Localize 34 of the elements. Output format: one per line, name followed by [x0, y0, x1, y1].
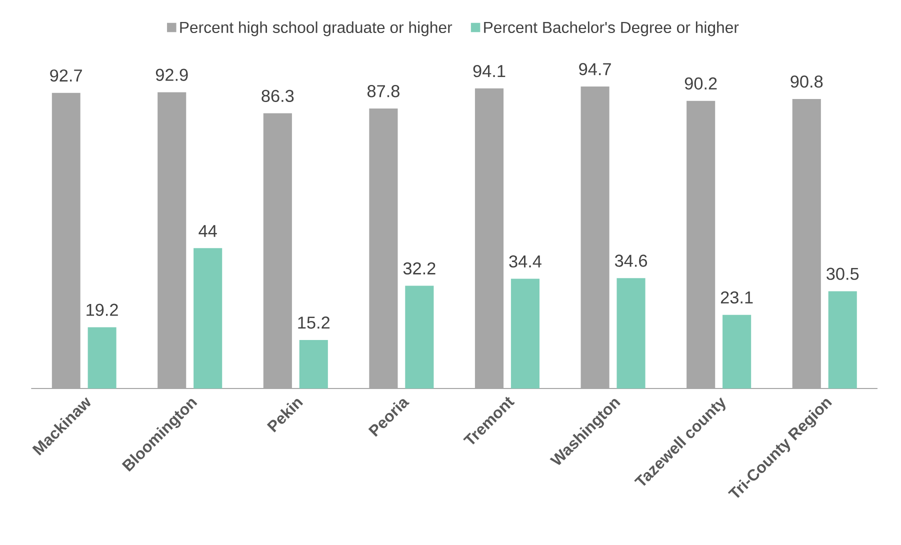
- legend-label: Percent high school graduate or higher: [180, 22, 452, 36]
- data-label: 23.1: [720, 292, 753, 304]
- bar: [792, 99, 821, 389]
- data-label: 34.4: [509, 256, 542, 268]
- data-label: 90.2: [684, 78, 717, 90]
- data-label: 94.1: [473, 65, 506, 78]
- data-label: 87.8: [367, 85, 400, 98]
- bar: [158, 92, 186, 389]
- legend-label: Percent Bachelor's Degree or higher: [484, 22, 739, 36]
- data-label: 34.6: [614, 254, 647, 268]
- data-label: 32.2: [403, 262, 436, 275]
- bar: [52, 93, 80, 389]
- data-label: 90.8: [790, 76, 823, 88]
- data-label: 19.2: [86, 304, 118, 316]
- bar: [299, 340, 328, 389]
- data-label: 86.3: [262, 90, 294, 102]
- bar: [405, 286, 434, 389]
- bar: [722, 315, 752, 389]
- data-label: 92.7: [50, 70, 82, 82]
- bar: [580, 86, 610, 389]
- bar: [686, 101, 716, 389]
- data-label: 44: [198, 225, 217, 238]
- bar: [474, 88, 504, 389]
- bar: [510, 279, 540, 389]
- bar: [616, 278, 646, 389]
- bar: [828, 291, 857, 389]
- bar: [194, 248, 222, 389]
- data-label: 92.9: [156, 69, 188, 82]
- data-label: 15.2: [298, 316, 330, 329]
- bar: [88, 327, 116, 389]
- bar: [263, 114, 292, 389]
- data-label: 30.5: [826, 268, 859, 280]
- data-label: 94.7: [579, 63, 611, 76]
- bar: [369, 108, 398, 389]
